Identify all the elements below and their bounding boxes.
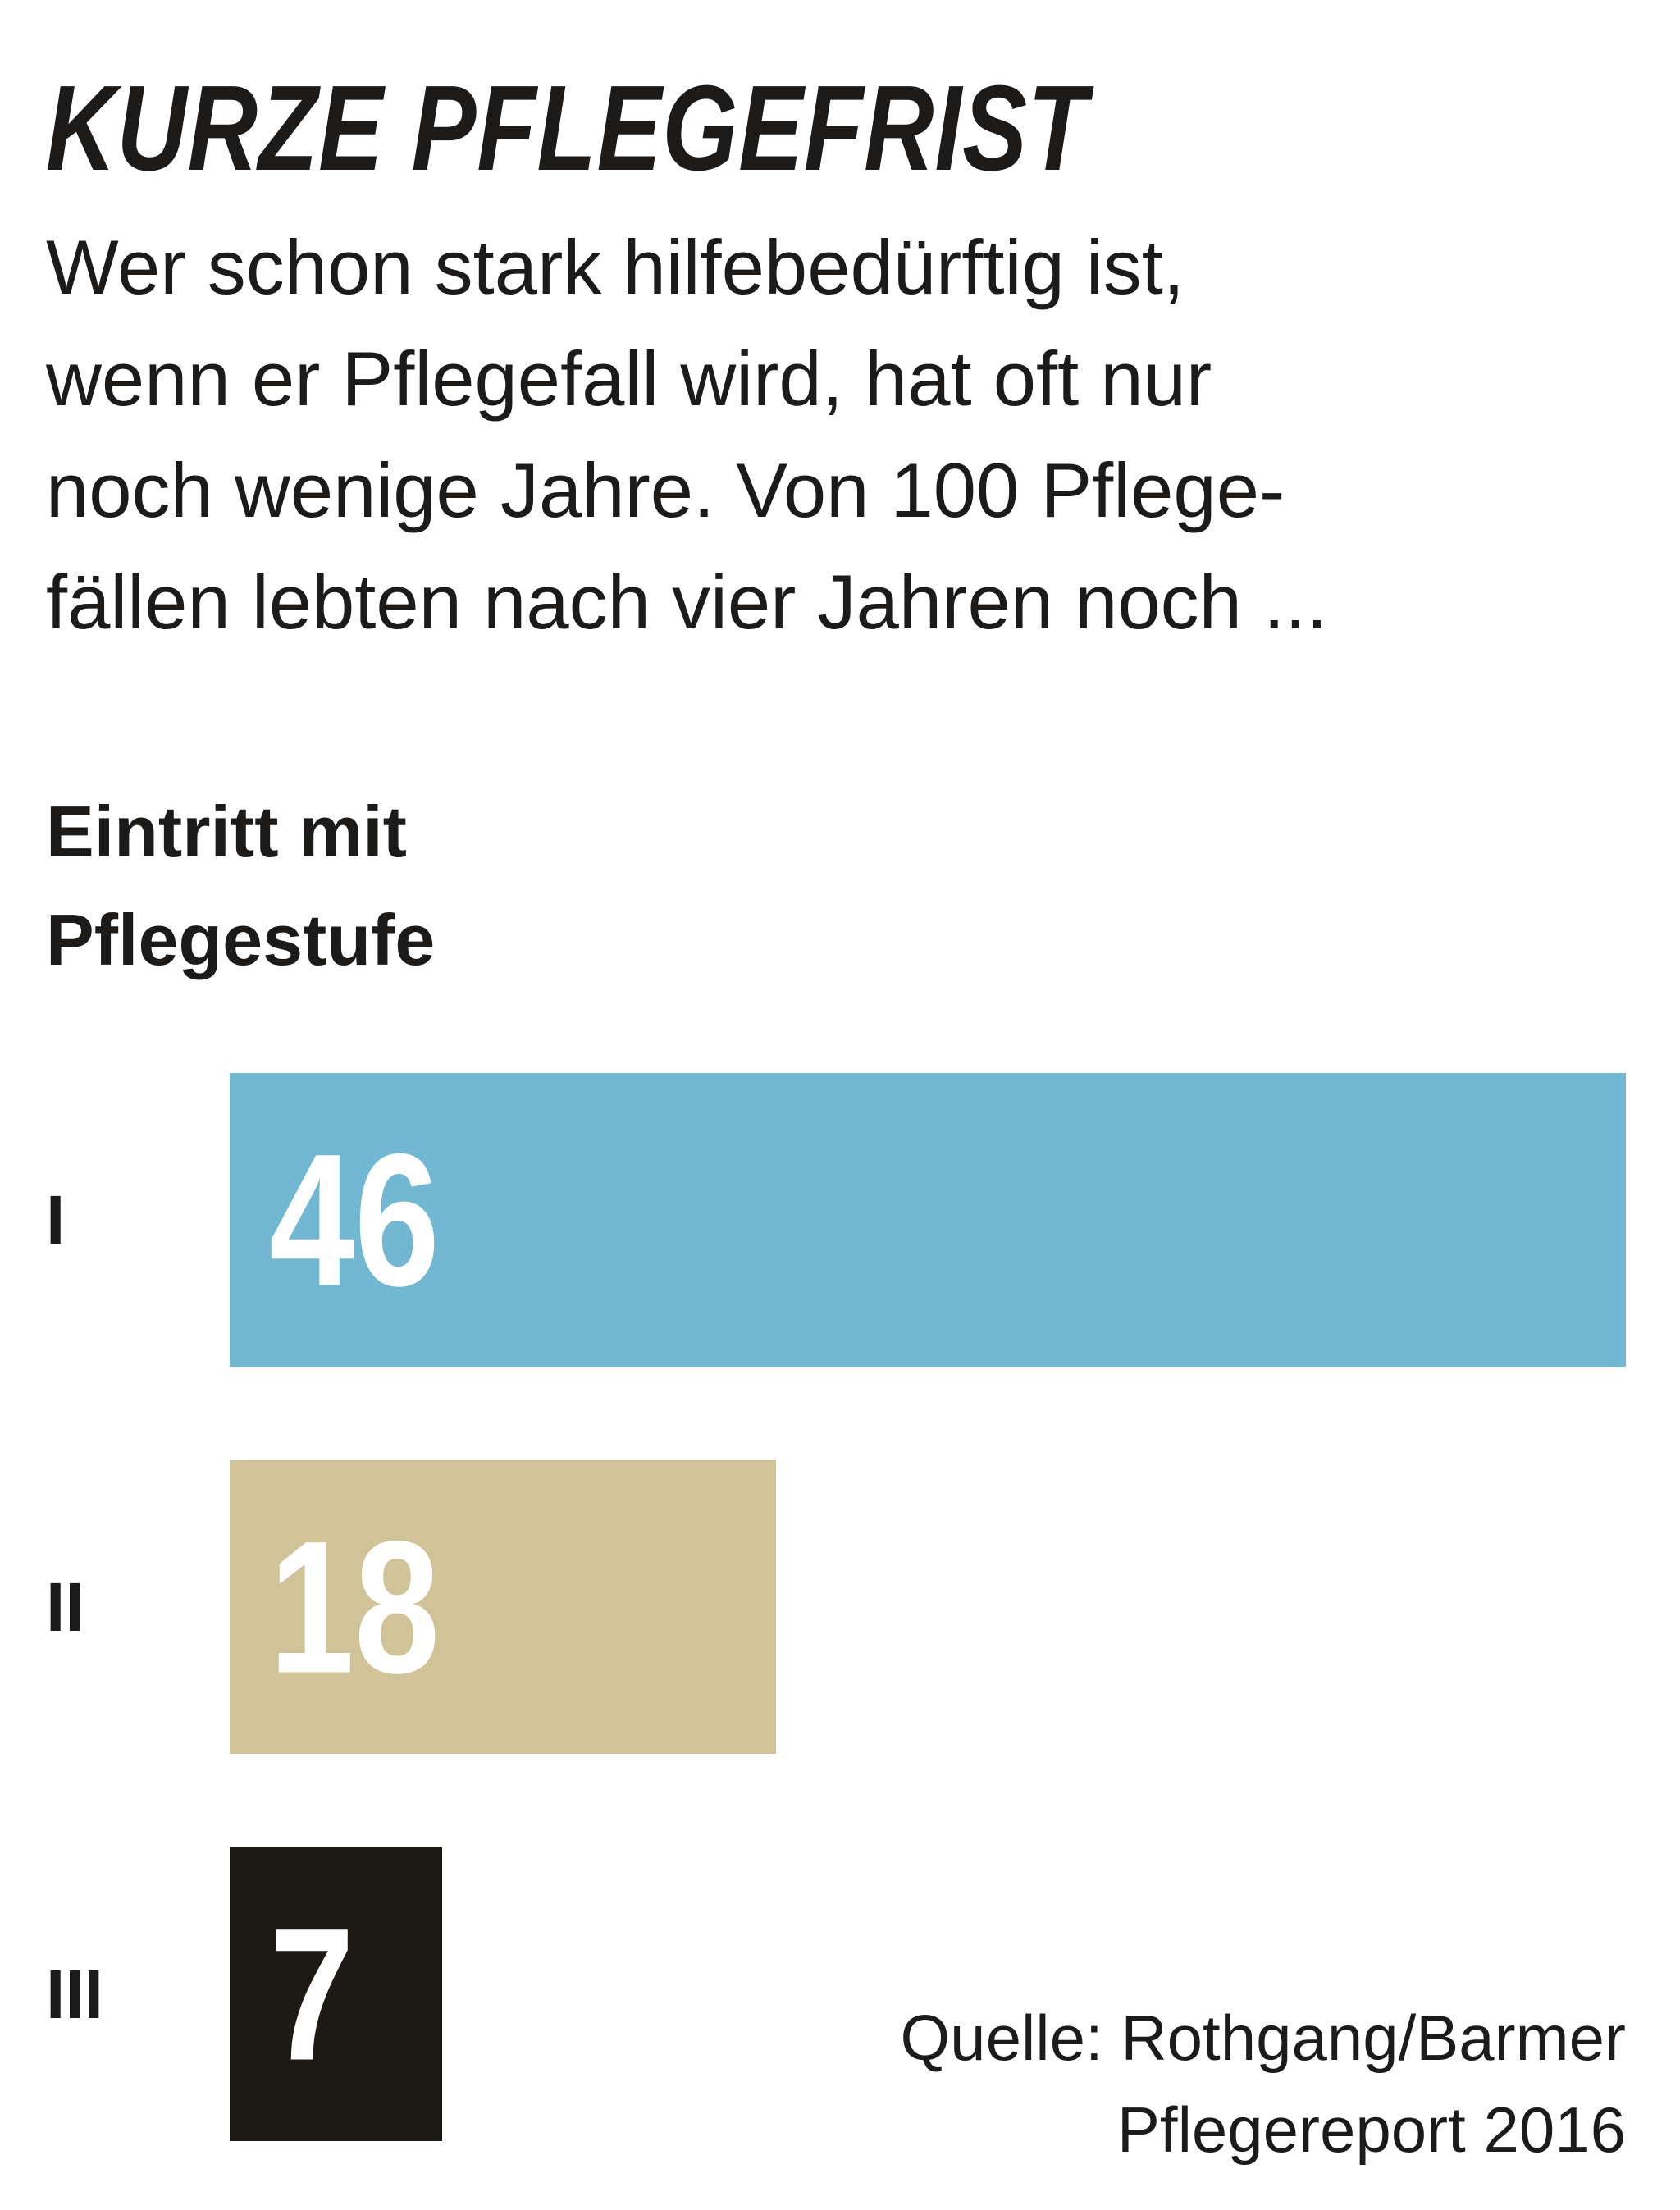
source-line-1: Quelle: Rothgang/Barmer	[900, 2002, 1626, 2074]
bar-group-1: I 46	[46, 1073, 1626, 1367]
category-label-1: I	[46, 1181, 65, 1258]
bar-2	[230, 1460, 776, 1754]
y-axis-label-line-2: Pflegestufe	[46, 899, 436, 980]
chart-subtitle: Wer schon stark hilfebedürftig ist, wenn…	[46, 212, 1588, 658]
value-label-1: 46	[269, 1115, 440, 1326]
category-label-3: III	[46, 1956, 103, 2033]
y-axis-label-line-1: Eintritt mit	[46, 791, 407, 872]
subtitle-line-3: noch wenige Jahre. Von 100 Pflege-	[46, 447, 1285, 533]
y-axis-label: Eintritt mit Pflegestufe	[46, 778, 435, 994]
category-label-2: II	[46, 1568, 84, 1646]
value-label-3: 7	[269, 1889, 354, 2100]
source-line-2: Pflegereport 2016	[1116, 2094, 1626, 2166]
chart-title: KURZE PFLEGEFRIST	[46, 61, 1088, 196]
bar-chart: I 46 II 18 III 7	[46, 1073, 1626, 2141]
source-note: Quelle: Rothgang/Barmer Pflegereport 201…	[901, 1992, 1626, 2176]
bar-group-2: II 18	[46, 1460, 776, 1754]
bar-group-3: III 7	[46, 1847, 442, 2141]
subtitle-line-4: fällen lebten nach vier Jahren noch ...	[46, 559, 1328, 645]
subtitle-line-2: wenn er Pflegefall wird, hat oft nur	[46, 336, 1212, 422]
bar-1	[230, 1073, 1626, 1367]
bar-3	[230, 1847, 442, 2141]
value-label-2: 18	[269, 1502, 440, 1713]
subtitle-line-1: Wer schon stark hilfebedürftig ist,	[46, 224, 1185, 310]
